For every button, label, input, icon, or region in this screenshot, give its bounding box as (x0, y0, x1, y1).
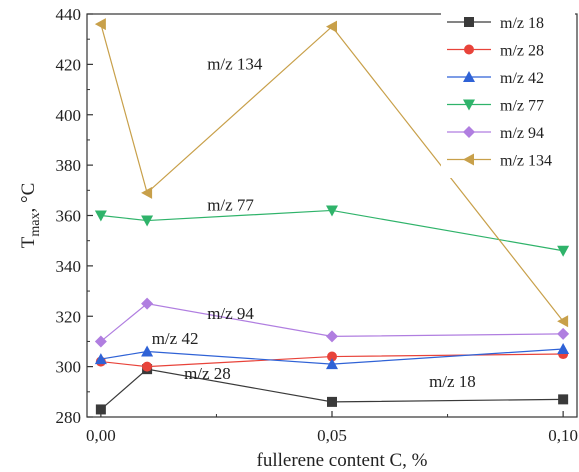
data-point (141, 345, 154, 357)
series-annotation: m/z 134 (207, 54, 263, 73)
series-line (100, 303, 564, 342)
series-annotation: m/z 42 (152, 329, 199, 348)
y-tick-label: 300 (56, 358, 82, 377)
data-point (557, 245, 570, 257)
legend-box (441, 3, 575, 178)
data-point (326, 330, 338, 343)
series-m-z-18 (95, 364, 569, 415)
data-point (326, 205, 338, 217)
series-line (100, 353, 564, 368)
data-point (558, 394, 569, 405)
series-line (100, 209, 564, 252)
legend-label: m/z 18 (500, 15, 544, 32)
x-tick-label: 0,05 (317, 426, 347, 445)
y-tick-label: 280 (56, 408, 82, 427)
data-point (326, 20, 337, 33)
data-point (142, 361, 153, 372)
x-tick-label: 0,10 (548, 426, 578, 445)
series-m-z-94 (94, 297, 570, 348)
legend-marker (463, 71, 475, 82)
series-line (100, 348, 564, 365)
y-axis-title: Tmax, °C (18, 183, 43, 249)
legend: m/z 18 m/z 28 m/z 42 m/z 77 m/z 94 m/z 134 (441, 3, 575, 178)
data-point (141, 215, 154, 227)
series-line (100, 368, 564, 410)
data-point (141, 186, 153, 199)
legend-label: m/z 94 (500, 125, 544, 142)
data-point (326, 358, 338, 370)
legend-label: m/z 42 (500, 70, 544, 87)
legend-marker (463, 153, 474, 166)
y-tick-label: 380 (56, 156, 82, 175)
series-m-z-42 (94, 342, 570, 370)
y-tick-label: 340 (56, 257, 82, 276)
data-point (141, 297, 154, 310)
data-point (327, 351, 337, 362)
legend-marker (463, 99, 475, 111)
series-annotation: m/z 77 (207, 195, 254, 214)
y-tick-label: 360 (56, 207, 82, 226)
x-tick-label: 0,00 (86, 426, 116, 445)
x-axis-title: fullerene content C, % (257, 450, 428, 471)
y-tick-label: 420 (56, 55, 82, 74)
legend-label: m/z 28 (500, 43, 544, 60)
data-point (94, 18, 106, 31)
series-m-z-77 (94, 205, 570, 257)
data-point (94, 335, 107, 348)
data-point (94, 353, 107, 365)
legend-marker (464, 44, 474, 55)
series-annotation: m/z 18 (429, 372, 476, 391)
legend-label: m/z 134 (500, 153, 552, 170)
legend-marker (464, 17, 474, 27)
legend-label: m/z 77 (500, 98, 544, 115)
data-point (327, 396, 337, 407)
data-point (557, 342, 570, 354)
y-tick-label: 400 (56, 106, 82, 125)
data-point (557, 315, 569, 328)
data-point (557, 327, 570, 340)
data-point (94, 210, 107, 222)
y-tick-label: 320 (56, 307, 82, 326)
data-point (95, 404, 106, 415)
series-annotation: m/z 28 (184, 364, 231, 383)
legend-marker (463, 126, 475, 138)
y-tick-label: 440 (56, 5, 82, 24)
series-annotation: m/z 94 (207, 304, 254, 323)
